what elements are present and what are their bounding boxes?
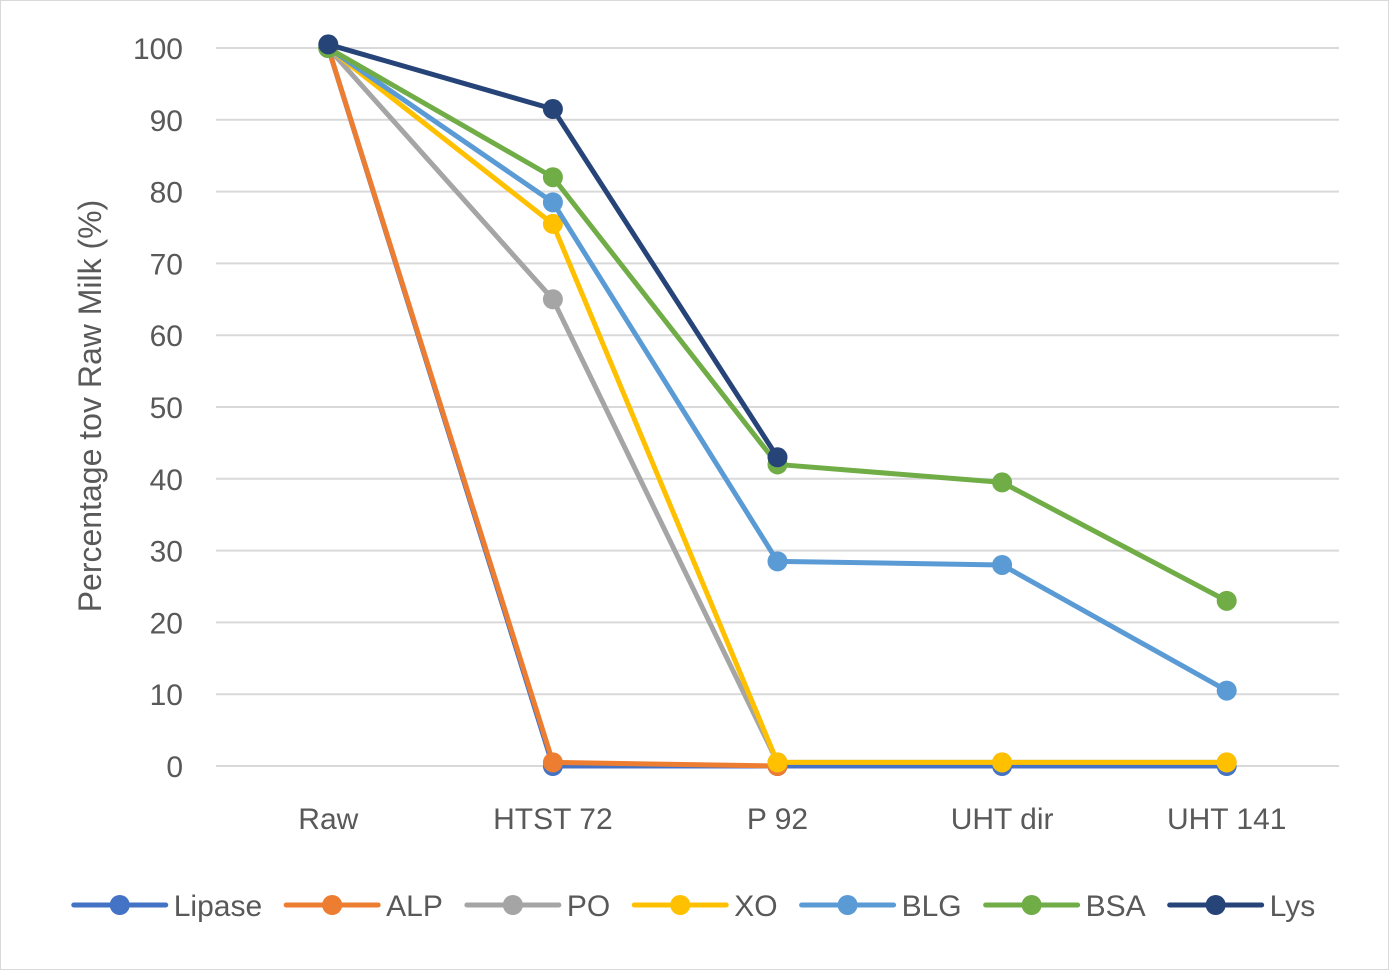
- legend-marker: [502, 895, 523, 915]
- legend-label: Lys: [1270, 890, 1316, 923]
- y-tick-label: 0: [166, 751, 183, 784]
- y-tick-label: 20: [150, 607, 183, 640]
- x-axis-tick-labels: Raw HTST 72 P 92 UHT dir UHT 141: [298, 803, 1286, 836]
- series-line: [325, 45, 1230, 694]
- series-blg: [318, 38, 1237, 701]
- x-tick-label: Raw: [298, 803, 358, 836]
- data-point: [542, 167, 563, 188]
- x-tick-label: HTST 72: [493, 803, 613, 836]
- legend-item-lipase: Lipase: [71, 890, 262, 923]
- y-tick-label: 80: [150, 177, 183, 210]
- legend: Lipase ALP PO XO BLG BSA Lys: [71, 890, 1316, 923]
- legend-label: BSA: [1086, 890, 1146, 923]
- series-line: [325, 45, 1230, 604]
- y-tick-label: 10: [150, 679, 183, 712]
- legend-label: BLG: [902, 890, 962, 923]
- data-point: [1216, 680, 1237, 701]
- gridlines: [216, 47, 1339, 767]
- data-point: [992, 472, 1013, 493]
- y-tick-label: 30: [150, 536, 183, 569]
- legend-marker: [837, 895, 858, 915]
- x-tick-label: UHT dir: [951, 803, 1054, 836]
- data-point: [542, 99, 563, 120]
- y-tick-label: 40: [150, 464, 183, 497]
- legend-label: Lipase: [174, 890, 262, 923]
- legend-item-xo: XO: [631, 890, 778, 923]
- data-point: [992, 554, 1013, 575]
- legend-label: ALP: [386, 890, 443, 923]
- y-tick-label: 100: [133, 33, 183, 66]
- legend-item-po: PO: [464, 890, 610, 923]
- series-lys: [318, 34, 788, 468]
- x-tick-label: UHT 141: [1167, 803, 1287, 836]
- y-tick-label: 50: [150, 392, 183, 425]
- series-xo: [318, 38, 1237, 773]
- data-point: [542, 192, 563, 213]
- data-point: [767, 447, 788, 468]
- legend-marker: [1205, 895, 1226, 915]
- legend-item-blg: BLG: [799, 890, 962, 923]
- legend-marker: [109, 895, 130, 915]
- y-axis-tick-labels: 0 10 20 30 40 50 60 70 80 90 100: [133, 33, 183, 784]
- data-point: [542, 213, 563, 234]
- data-point: [318, 34, 339, 55]
- series-bsa: [318, 38, 1237, 611]
- data-point: [767, 551, 788, 572]
- data-point: [542, 289, 563, 310]
- y-tick-label: 60: [150, 320, 183, 353]
- y-axis-title: Percentage tov Raw Milk (%): [72, 200, 108, 613]
- legend-marker: [322, 895, 343, 915]
- legend-item-bsa: BSA: [983, 890, 1146, 923]
- legend-marker: [670, 895, 691, 915]
- legend-item-lys: Lys: [1167, 890, 1316, 923]
- series-lines: [318, 34, 1237, 776]
- legend-label: PO: [567, 890, 610, 923]
- legend-item-alp: ALP: [283, 890, 443, 923]
- legend-marker: [1021, 895, 1042, 915]
- x-tick-label: P 92: [747, 803, 808, 836]
- series-line: [325, 45, 1230, 765]
- data-point: [542, 752, 563, 773]
- data-point: [1216, 752, 1237, 773]
- y-tick-label: 90: [150, 105, 183, 138]
- data-point: [767, 752, 788, 773]
- legend-label: XO: [734, 890, 777, 923]
- y-tick-label: 70: [150, 248, 183, 281]
- data-point: [992, 752, 1013, 773]
- data-point: [1216, 590, 1237, 611]
